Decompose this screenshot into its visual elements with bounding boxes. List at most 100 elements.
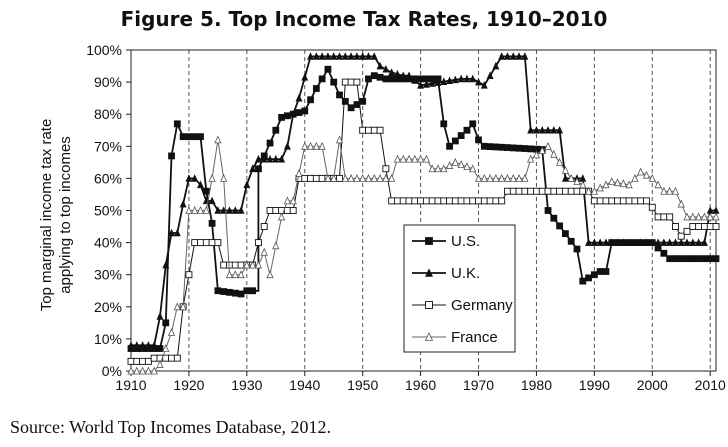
data-point-france-1945 [330,173,338,182]
data-point-u-s-1960 [417,75,425,83]
data-point-france-1990 [590,186,598,195]
data-point-u-k-2002 [660,238,668,246]
data-point-germany-1990 [590,197,598,205]
x-tick-label-1990: 1990 [579,377,610,393]
data-point-france-1994 [613,178,622,187]
data-point-germany-1913 [144,357,152,365]
data-point-germany-1996 [625,197,633,205]
data-point-u-k-1992 [602,238,610,246]
data-point-u-s-1920 [185,133,193,141]
data-point-france-1975 [503,173,512,182]
data-point-france-1977 [515,173,523,182]
data-point-u-s-1979 [527,145,535,153]
data-point-germany-1997 [631,197,639,205]
data-point-u-k-2000 [648,238,656,246]
data-point-u-s-1922 [197,133,204,141]
data-point-france-1998 [637,167,645,176]
data-point-u-k-1911 [133,341,141,349]
data-point-france-1937 [283,196,292,205]
data-point-u-s-1915 [156,345,164,352]
data-point-france-1951 [364,173,373,182]
data-point-u-s-1977 [515,144,523,152]
data-point-u-k-1914 [150,341,158,349]
data-point-france-2008 [694,212,703,221]
data-point-u-k-2009 [700,238,708,246]
data-point-france-1910 [127,366,135,375]
data-point-u-k-1989 [585,238,593,246]
data-point-germany-1987 [573,187,581,195]
data-point-u-s-1986 [567,237,575,245]
data-point-france-1992 [602,180,610,189]
data-point-u-k-1917 [168,228,176,237]
data-point-u-k-2008 [695,238,703,246]
data-point-france-1999 [642,170,651,179]
data-point-france-1914 [150,366,158,375]
data-point-france-1913 [144,366,153,375]
data-point-france-2003 [666,186,674,195]
data-point-france-1957 [399,154,407,163]
data-point-france-1931 [249,260,257,269]
data-point-germany-1937 [283,207,291,214]
data-point-germany-1923 [202,239,210,247]
data-point-france-2000 [648,173,656,182]
data-point-u-s-1929 [237,290,245,298]
x-tick-label-1960: 1960 [405,377,436,393]
y-tick-label-30: 30% [94,267,122,283]
data-point-france-1911 [133,366,141,375]
data-point-france-1932 [254,260,263,269]
data-point-france-1922 [196,206,205,214]
data-point-germany-1973 [492,197,500,205]
y-axis-label-line1: Top marginal income tax rate [38,119,55,312]
data-point-u-s-1992 [602,268,610,275]
x-tick-label-2010: 2010 [695,377,726,393]
data-point-france-1933 [260,247,268,256]
series-u-s [127,65,720,352]
data-point-u-s-1943 [318,75,326,83]
data-point-u-k-1982 [544,126,552,134]
data-point-france-1985 [561,165,570,174]
data-point-u-k-1944 [324,52,332,60]
data-point-u-k-1945 [330,52,338,60]
data-point-u-s-1990 [590,271,598,279]
data-point-u-k-1918 [173,228,181,237]
y-tick-label-40: 40% [94,235,122,251]
data-point-u-k-1975 [504,52,511,60]
data-point-germany-1951 [365,126,372,134]
data-point-france-1920 [185,206,193,214]
data-point-u-k-1981 [538,126,546,134]
data-point-germany-1972 [486,197,494,205]
data-point-germany-1971 [480,197,488,205]
data-point-france-2011 [712,212,720,221]
data-point-u-s-1964 [440,120,448,128]
data-point-france-1955 [388,173,396,182]
data-point-u-s-1917 [168,152,175,160]
series-markers-france [127,135,720,375]
data-point-u-s-1971 [480,142,488,150]
data-point-france-1987 [573,177,581,186]
data-point-germany-1928 [231,261,239,269]
legend-marker-france [424,332,434,341]
data-point-france-1984 [555,157,564,166]
data-point-germany-1981 [538,187,546,195]
y-tick-label-70: 70% [94,138,122,154]
data-point-germany-1957 [399,197,407,205]
data-point-germany-1979 [527,187,535,195]
x-tick-label-1930: 1930 [231,377,262,393]
data-point-u-s-1955 [388,75,396,83]
data-point-germany-1993 [608,197,616,205]
data-point-germany-1934 [266,207,274,214]
data-point-germany-1933 [260,223,268,231]
data-point-france-1939 [295,169,303,177]
data-point-u-s-1965 [446,142,453,150]
data-point-germany-1985 [561,187,569,195]
data-point-france-1978 [521,173,529,182]
data-point-u-s-1936 [278,114,285,121]
data-point-france-1923 [202,206,210,214]
x-tick-label-1980: 1980 [521,377,552,393]
data-point-u-k-1962 [428,79,436,87]
data-point-u-k-1964 [440,77,448,85]
data-point-germany-1917 [168,354,175,362]
y-tick-label-0: 0% [102,363,122,379]
data-point-germany-1998 [637,197,645,205]
data-point-germany-2005 [677,232,685,240]
